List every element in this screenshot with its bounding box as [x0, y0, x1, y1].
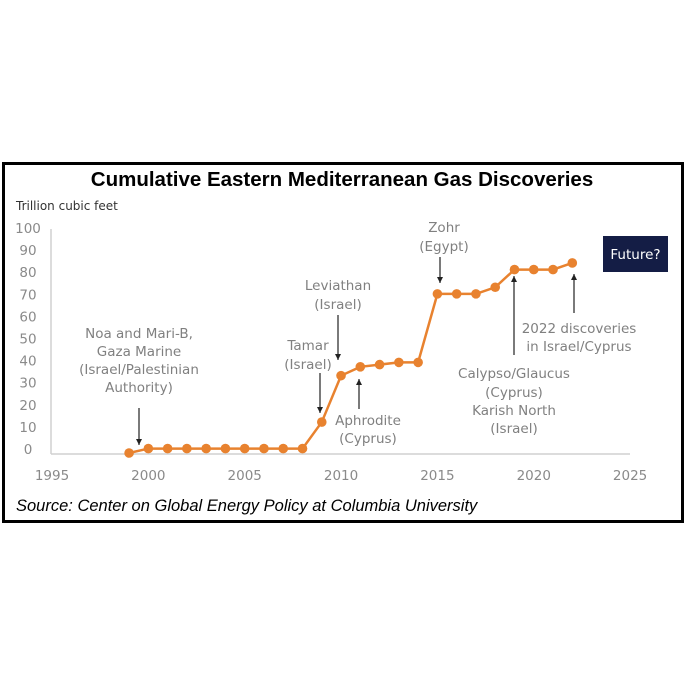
y-tick-label: 40	[19, 354, 36, 370]
data-point	[471, 289, 481, 299]
annotation-text: (Israel/Palestinian	[79, 362, 199, 378]
data-point	[182, 443, 192, 454]
y-tick-label: 60	[19, 309, 36, 325]
y-tick-label: 100	[15, 221, 41, 237]
data-point	[394, 357, 404, 368]
y-tick-label: 70	[19, 287, 36, 303]
annotation-text: 2022 discoveries	[522, 321, 637, 337]
data-point	[567, 258, 578, 268]
annotation-text: (Egypt)	[419, 239, 469, 255]
annotation: Noa and Mari-B, Gaza Marine (Israel/Palest…	[79, 326, 199, 445]
data-point	[316, 417, 327, 427]
future-callout-label: Future?	[610, 247, 660, 263]
data-point	[143, 443, 154, 454]
data-point	[201, 443, 211, 454]
annotation: Zohr (Egypt)	[419, 220, 469, 283]
data-point	[451, 289, 462, 299]
data-point	[124, 448, 134, 458]
data-point	[528, 264, 539, 275]
annotation-text: Authority)	[105, 380, 173, 396]
annotation-text: Gaza Marine	[97, 344, 181, 360]
data-point	[374, 359, 385, 370]
y-tick-label: 20	[19, 398, 36, 414]
data-point	[220, 443, 231, 454]
data-point	[239, 443, 250, 454]
annotation-text: Karish North	[472, 403, 556, 419]
annotation-text: Noa and Mari-B,	[85, 326, 193, 342]
x-tick-label: 2025	[613, 468, 647, 484]
y-tick-label: 30	[19, 376, 36, 392]
data-point	[413, 357, 423, 368]
annotation-text: in Israel/Cyprus	[526, 339, 631, 355]
arrowhead-icon	[335, 354, 341, 360]
data-point	[162, 443, 173, 454]
y-tick-label: 80	[19, 265, 36, 281]
arrowhead-icon	[571, 274, 577, 280]
annotation-text: Leviathan	[305, 278, 371, 294]
arrowhead-icon	[437, 277, 443, 283]
annotation-text: Tamar	[286, 338, 329, 354]
y-tick-label: 90	[19, 243, 36, 259]
arrowhead-icon	[356, 379, 362, 385]
data-point	[278, 443, 289, 454]
y-tick-label: 0	[24, 442, 33, 458]
arrowhead-icon	[136, 439, 142, 445]
annotation-text: Calypso/Glaucus	[458, 366, 570, 382]
annotation-text: (Israel)	[284, 357, 331, 373]
data-point	[336, 370, 346, 381]
data-point	[509, 264, 520, 275]
annotation: Calypso/Glaucus (Cyprus) Karish North (Isra…	[458, 276, 570, 437]
source-note: Source: Center on Global Energy Policy a…	[16, 497, 479, 515]
annotation-text: Aphrodite	[335, 413, 401, 429]
data-point	[297, 443, 308, 454]
annotation-text: (Cyprus)	[339, 431, 397, 447]
x-tick-label: 2015	[420, 468, 454, 484]
arrowhead-icon	[511, 276, 517, 282]
chart-frame	[2, 162, 684, 523]
x-tick-label: 1995	[35, 468, 69, 484]
arrowhead-icon	[317, 407, 323, 413]
annotation-text: (Israel)	[314, 297, 361, 313]
data-point	[355, 362, 366, 372]
y-axis-label: Trillion cubic feet	[15, 199, 118, 213]
annotation: Leviathan (Israel)	[305, 278, 371, 360]
data-point	[259, 443, 269, 454]
x-tick-label: 2005	[228, 468, 262, 484]
annotation: Tamar (Israel)	[284, 338, 332, 413]
data-point	[548, 264, 558, 275]
y-tick-label: 10	[19, 420, 36, 436]
annotation: Aphrodite (Cyprus)	[335, 379, 401, 447]
x-tick-label: 2020	[517, 468, 551, 484]
y-tick-label: 50	[19, 332, 36, 348]
data-point	[490, 282, 501, 293]
future-callout-box	[603, 236, 668, 272]
data-point	[432, 289, 443, 299]
x-tick-label: 2000	[131, 468, 165, 484]
annotation-text: (Cyprus)	[485, 385, 543, 401]
x-tick-label: 2010	[324, 468, 358, 484]
annotation: 2022 discoveries in Israel/Cyprus	[522, 274, 637, 355]
chart-title: Cumulative Eastern Mediterranean Gas Dis…	[91, 168, 593, 191]
annotation-text: (Israel)	[490, 421, 537, 437]
annotation-text: Zohr	[428, 220, 460, 236]
